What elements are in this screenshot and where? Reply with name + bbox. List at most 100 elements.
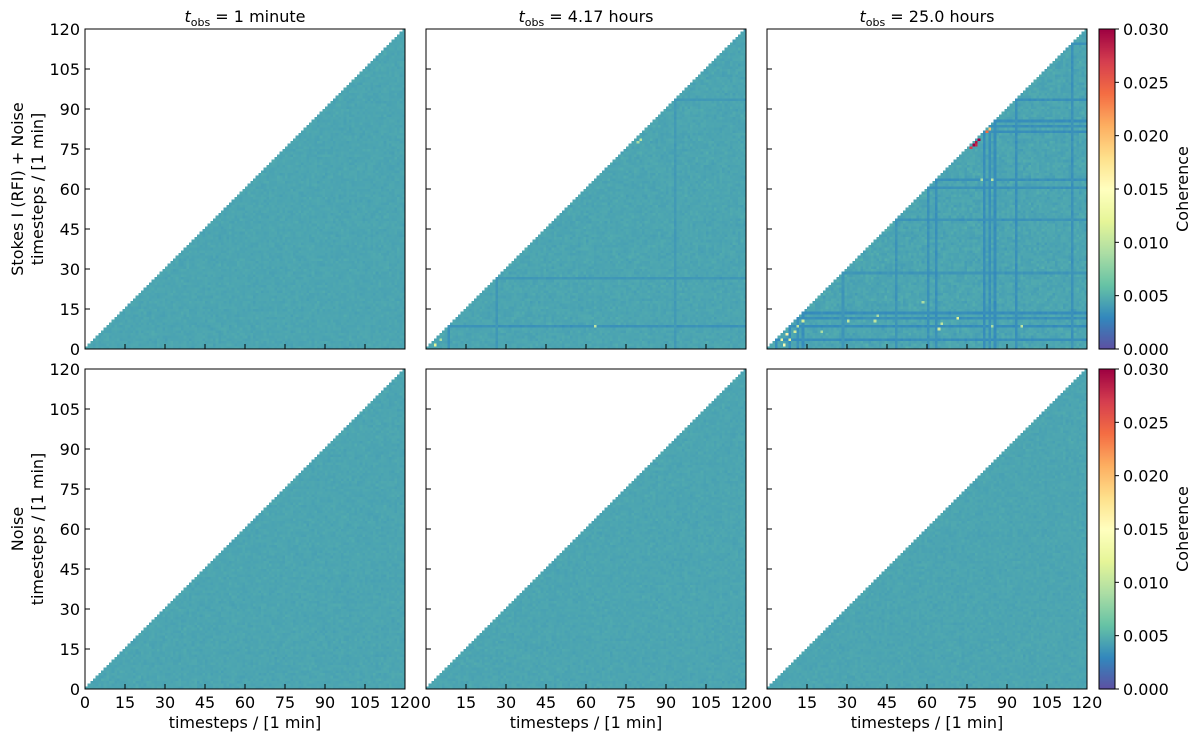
colorbar-segment bbox=[1099, 219, 1115, 222]
colorbar-segment bbox=[1099, 317, 1115, 320]
x-tick-label: 90 bbox=[997, 693, 1017, 712]
y-tick-label: 105 bbox=[49, 400, 80, 419]
colorbar-segment bbox=[1099, 341, 1115, 344]
colorbar-segment bbox=[1099, 593, 1115, 596]
colorbar-segment bbox=[1099, 625, 1115, 628]
colorbar-segment bbox=[1099, 381, 1115, 384]
colorbar-segment bbox=[1099, 635, 1115, 638]
heatmap-panel-r0-c2: tobs = 25.0 hours bbox=[766, 7, 1088, 350]
colorbar-segment bbox=[1099, 483, 1115, 486]
colorbar-segment bbox=[1099, 177, 1115, 180]
colorbar-segment bbox=[1099, 377, 1115, 380]
heatmap-image bbox=[767, 29, 1087, 349]
colorbar-segment bbox=[1099, 551, 1115, 554]
colorbar-segment bbox=[1099, 575, 1115, 578]
colorbar-segment bbox=[1099, 245, 1115, 248]
colorbar-segment bbox=[1099, 389, 1115, 392]
y-tick-label: 0 bbox=[70, 340, 80, 359]
colorbar-segment bbox=[1099, 521, 1115, 524]
y-tick-label: 75 bbox=[60, 480, 80, 499]
colorbar-segment bbox=[1099, 649, 1115, 652]
colorbar-segment bbox=[1099, 49, 1115, 52]
y-tick-label: 75 bbox=[60, 140, 80, 159]
colorbar-segment bbox=[1099, 529, 1115, 532]
colorbar-segment bbox=[1099, 51, 1115, 54]
colorbar-segment bbox=[1099, 461, 1115, 464]
colorbar-segment bbox=[1099, 121, 1115, 124]
colorbar-segment bbox=[1099, 665, 1115, 668]
colorbar-segment bbox=[1099, 153, 1115, 156]
heatmap-image bbox=[426, 29, 746, 349]
x-tick-label: 0 bbox=[80, 693, 90, 712]
x-tick-label: 60 bbox=[576, 693, 596, 712]
colorbar-segment bbox=[1099, 345, 1115, 348]
colorbar-segment bbox=[1099, 397, 1115, 400]
colorbar-segment bbox=[1099, 567, 1115, 570]
colorbar-segment bbox=[1099, 209, 1115, 212]
colorbar-segment bbox=[1099, 509, 1115, 512]
colorbar-segment bbox=[1099, 427, 1115, 430]
column-title: tobs = 1 minute bbox=[184, 7, 305, 29]
colorbar-segment bbox=[1099, 291, 1115, 294]
colorbar-segment bbox=[1099, 597, 1115, 600]
colorbar-segment bbox=[1099, 645, 1115, 648]
colorbar-segment bbox=[1099, 73, 1115, 76]
colorbar-segment bbox=[1099, 241, 1115, 244]
colorbar-tick-label: 0.010 bbox=[1123, 573, 1169, 592]
colorbar-segment bbox=[1099, 613, 1115, 616]
colorbar-segment bbox=[1099, 79, 1115, 82]
x-axis-label: timesteps / [1 min] bbox=[169, 713, 322, 732]
x-tick-label: 90 bbox=[315, 693, 335, 712]
colorbar-segment bbox=[1099, 247, 1115, 250]
colorbar-segment bbox=[1099, 439, 1115, 442]
colorbar-segment bbox=[1099, 375, 1115, 378]
colorbar-segment bbox=[1099, 147, 1115, 150]
colorbar-segment bbox=[1099, 489, 1115, 492]
colorbar-segment bbox=[1099, 189, 1115, 192]
colorbar-segment bbox=[1099, 173, 1115, 176]
colorbar-segment bbox=[1099, 107, 1115, 110]
colorbar-segment bbox=[1099, 623, 1115, 626]
y-axis-label-line2: timesteps / [1 min] bbox=[28, 453, 47, 606]
colorbar-segment bbox=[1099, 69, 1115, 72]
colorbar-segment bbox=[1099, 41, 1115, 44]
colorbar-segment bbox=[1099, 465, 1115, 468]
colorbar-segment bbox=[1099, 87, 1115, 90]
colorbar-segment bbox=[1099, 587, 1115, 590]
colorbar-segment bbox=[1099, 433, 1115, 436]
colorbar-segment bbox=[1099, 237, 1115, 240]
colorbar-segment bbox=[1099, 325, 1115, 328]
colorbar-segment bbox=[1099, 407, 1115, 410]
colorbar-segment bbox=[1099, 287, 1115, 290]
colorbar-segment bbox=[1099, 277, 1115, 280]
colorbar-segment bbox=[1099, 589, 1115, 592]
colorbar-segment bbox=[1099, 539, 1115, 542]
x-tick-label: 105 bbox=[350, 693, 381, 712]
colorbar-segment bbox=[1099, 543, 1115, 546]
colorbar-segment bbox=[1099, 677, 1115, 680]
colorbar-segment bbox=[1099, 615, 1115, 618]
x-tick-label: 105 bbox=[1032, 693, 1063, 712]
colorbar-segment bbox=[1099, 379, 1115, 382]
colorbar-segment bbox=[1099, 131, 1115, 134]
colorbar-segment bbox=[1099, 651, 1115, 654]
colorbar-tick-label: 0.030 bbox=[1123, 360, 1169, 379]
colorbar-segment bbox=[1099, 473, 1115, 476]
colorbar-segment bbox=[1099, 579, 1115, 582]
colorbar-segment bbox=[1099, 595, 1115, 598]
colorbar-segment bbox=[1099, 435, 1115, 438]
colorbar-tick-label: 0.010 bbox=[1123, 233, 1169, 252]
colorbar-segment bbox=[1099, 503, 1115, 506]
colorbar-segment bbox=[1099, 449, 1115, 452]
colorbar-segment bbox=[1099, 515, 1115, 518]
colorbar-segment bbox=[1099, 519, 1115, 522]
colorbar-segment bbox=[1099, 199, 1115, 202]
colorbar-segment bbox=[1099, 523, 1115, 526]
colorbar-segment bbox=[1099, 251, 1115, 254]
colorbar-segment bbox=[1099, 137, 1115, 140]
colorbar-segment bbox=[1099, 599, 1115, 602]
colorbar-segment bbox=[1099, 115, 1115, 118]
colorbar-segment bbox=[1099, 475, 1115, 478]
colorbar-segment bbox=[1099, 671, 1115, 674]
x-tick-label: 45 bbox=[536, 693, 556, 712]
